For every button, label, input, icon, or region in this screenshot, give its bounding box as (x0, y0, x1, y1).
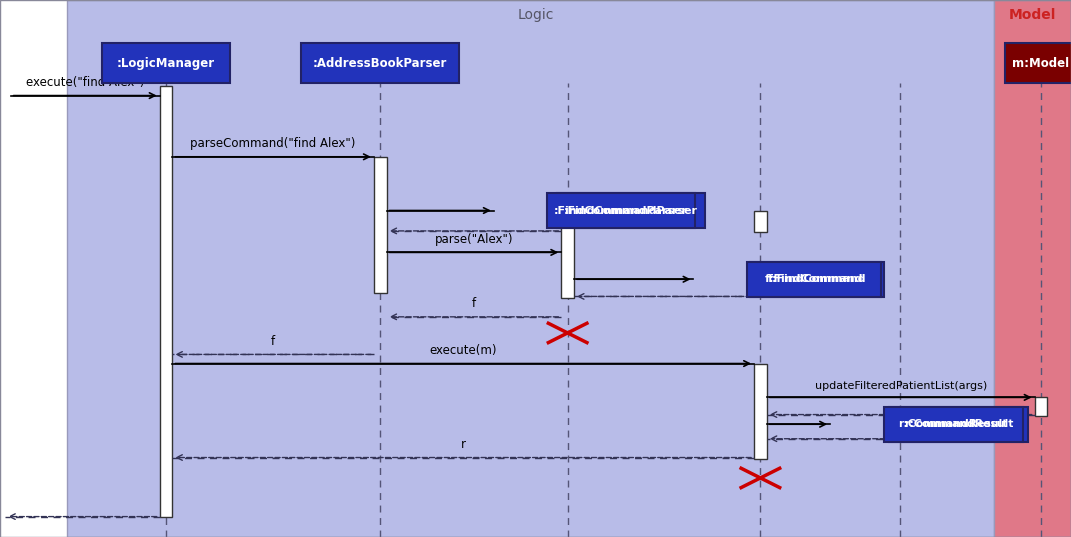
Bar (0, 0, 67, 537)
Bar (750, 262, 884, 296)
Text: Logic: Logic (517, 8, 554, 22)
Text: :FindCommandParser: :FindCommandParser (554, 206, 689, 215)
Text: m:Model: m:Model (1012, 56, 1070, 70)
Bar (102, 43, 230, 83)
Bar (557, 193, 705, 228)
Bar (547, 193, 695, 228)
Bar (994, 0, 1071, 537)
Bar (301, 43, 459, 83)
Bar (160, 86, 172, 517)
Bar (1005, 43, 1071, 83)
Bar (754, 364, 767, 459)
Text: r:CommandResult: r:CommandResult (904, 419, 1013, 429)
Text: :FindCommandParser: :FindCommandParser (563, 206, 698, 215)
Text: r:CommandResult: r:CommandResult (899, 419, 1008, 429)
Bar (1035, 397, 1047, 416)
Bar (895, 424, 906, 439)
Bar (884, 407, 1023, 441)
Text: f:FindCommand: f:FindCommand (768, 274, 865, 284)
Bar (374, 157, 387, 293)
Text: :LogicManager: :LogicManager (117, 56, 215, 70)
Bar (561, 211, 574, 298)
Text: execute(m): execute(m) (429, 344, 497, 357)
Bar (754, 211, 767, 232)
Text: parseCommand("find Alex"): parseCommand("find Alex") (191, 137, 356, 150)
Text: r: r (461, 438, 466, 451)
Bar (889, 407, 1028, 441)
Text: Model: Model (1009, 8, 1056, 22)
Text: :AddressBookParser: :AddressBookParser (313, 56, 448, 70)
Text: f: f (271, 335, 275, 348)
Text: updateFilteredPatientList(args): updateFilteredPatientList(args) (815, 381, 986, 391)
Text: execute("find Alex"): execute("find Alex") (26, 76, 145, 89)
Text: parse("Alex"): parse("Alex") (435, 233, 513, 246)
Bar (67, 0, 994, 537)
Text: f:FindCommand: f:FindCommand (765, 274, 863, 284)
Text: f: f (472, 297, 476, 310)
Bar (748, 262, 881, 296)
